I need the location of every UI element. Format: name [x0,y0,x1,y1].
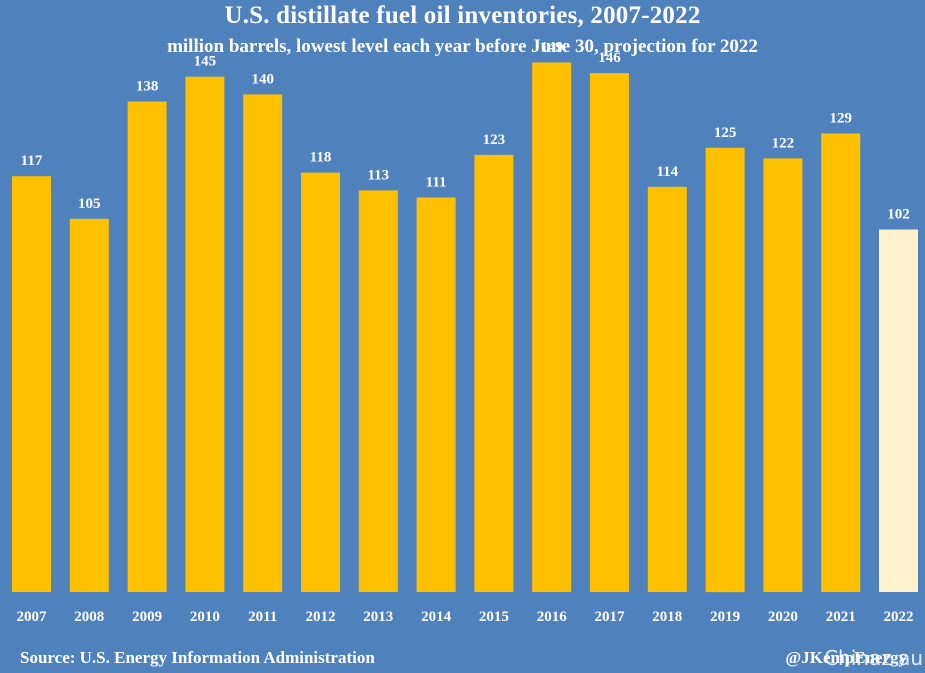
bar-2022 [879,229,918,592]
source-note: Source: U.S. Energy Information Administ… [20,648,375,667]
data-label-2009: 138 [136,79,159,95]
data-label-2011: 140 [251,71,274,87]
data-label-2007: 117 [21,153,43,169]
x-tick-label-2016: 2016 [537,609,568,625]
bar-2019 [705,147,745,593]
bar-2009 [127,101,167,592]
bar-2013 [358,190,398,592]
bar-2007 [12,176,51,592]
watermark: Chinaz au [824,646,923,670]
x-tick-label-2015: 2015 [479,609,509,625]
data-label-2015: 123 [483,132,506,148]
data-label-2021: 129 [829,111,852,127]
bar-2012 [301,172,340,592]
x-tick-label-2017: 2017 [595,609,626,625]
data-label-2014: 111 [426,175,447,191]
bar-2015 [474,154,514,592]
x-tick-label-2022: 2022 [884,609,914,625]
bar-2016 [532,62,572,592]
x-tick-label-2011: 2011 [248,609,277,625]
x-tick-label-2010: 2010 [190,609,220,625]
data-label-2017: 146 [598,50,621,66]
bar-2017 [590,73,629,593]
data-label-2013: 113 [367,167,389,183]
data-label-2016: 149 [540,40,563,56]
x-tick-label-2014: 2014 [421,609,452,625]
bar-2010 [185,76,225,592]
data-label-2008: 105 [78,196,101,212]
bar-2014 [416,197,456,592]
bar-2020 [763,158,803,592]
x-tick-label-2008: 2008 [74,609,104,625]
data-label-2019: 125 [714,125,737,141]
bar-2011 [243,94,283,593]
data-label-2020: 122 [772,135,795,151]
x-tick-label-2019: 2019 [710,609,740,625]
data-label-2012: 118 [310,150,332,166]
x-tick-label-2021: 2021 [826,609,856,625]
author-credit: @JKempEnergy [785,648,907,667]
chart-title: U.S. distillate fuel oil inventories, 20… [224,2,701,29]
x-tick-label-2020: 2020 [768,609,798,625]
bar-2021 [821,133,861,592]
data-label-2018: 114 [656,164,678,180]
data-label-2010: 145 [194,54,217,70]
chart-subtitle: million barrels, lowest level each year … [167,36,758,57]
x-tick-label-2009: 2009 [132,609,162,625]
x-tick-label-2007: 2007 [17,609,48,625]
x-tick-label-2013: 2013 [363,609,393,625]
data-label-2022: 102 [887,207,910,223]
x-tick-label-2018: 2018 [652,609,682,625]
bar-2018 [647,186,687,593]
x-tick-label-2012: 2012 [306,609,336,625]
bar-2008 [69,218,109,593]
